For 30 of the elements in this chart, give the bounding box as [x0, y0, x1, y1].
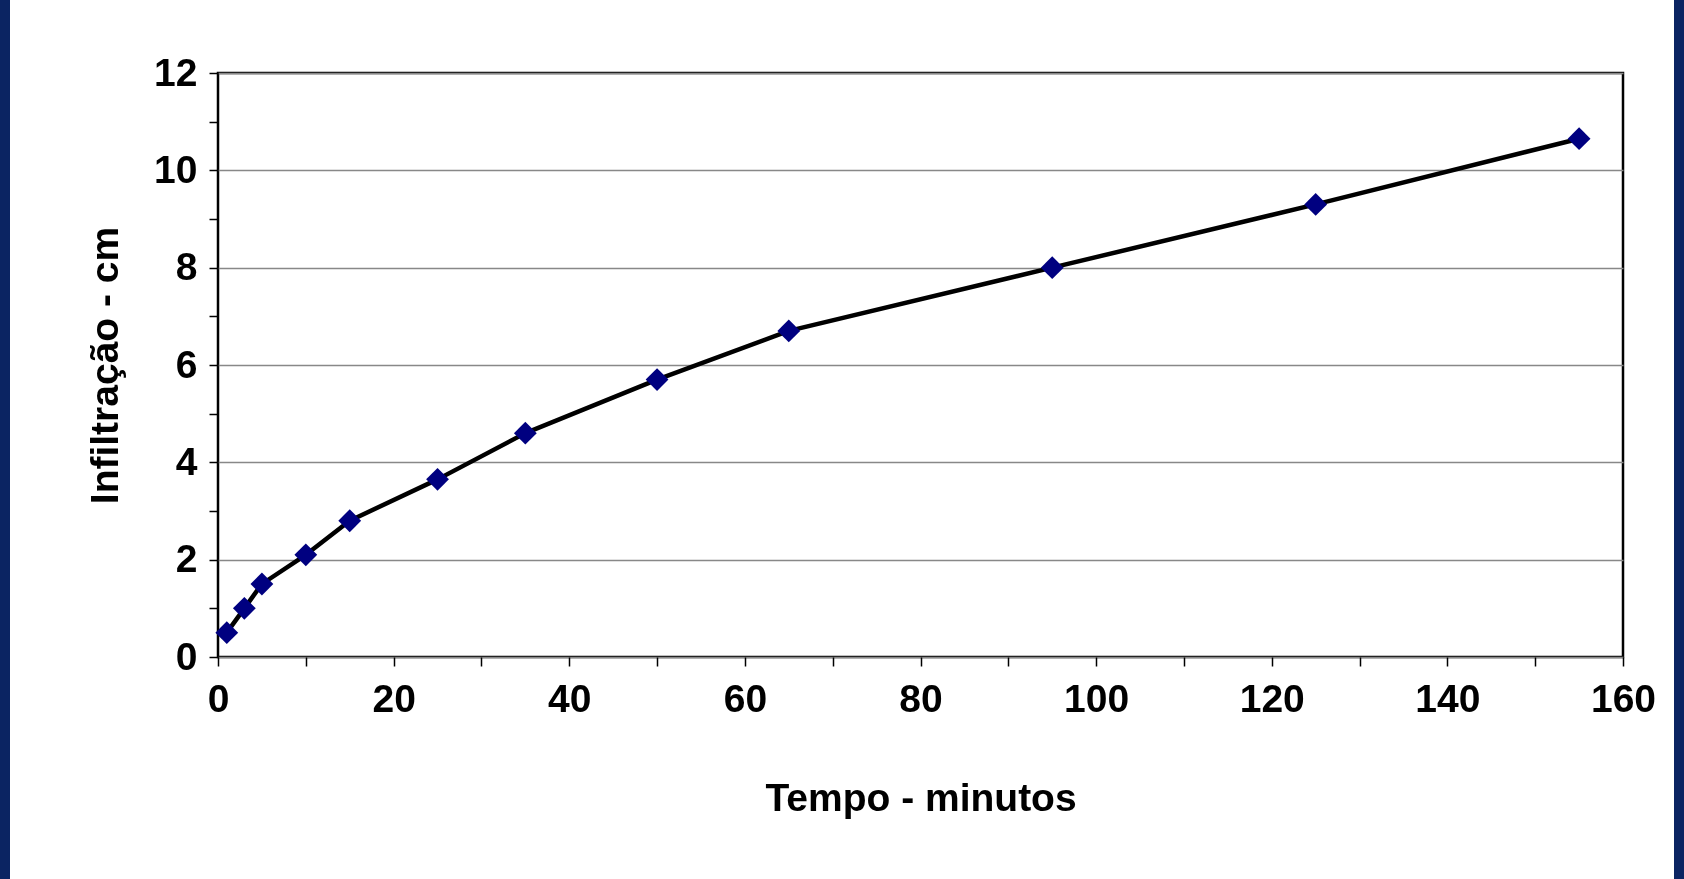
- x-tick-label: 40: [548, 676, 592, 720]
- point: [338, 509, 362, 533]
- point: [294, 543, 318, 567]
- x-tick-label: 160: [1590, 676, 1657, 720]
- y-tick-label: 2: [175, 537, 198, 581]
- x-tick-label: 0: [207, 676, 230, 720]
- point: [777, 319, 801, 343]
- point: [426, 467, 449, 491]
- x-tick-label: 80: [899, 676, 943, 720]
- y-tick-label: 12: [154, 50, 198, 94]
- x-tick-label: 60: [723, 676, 768, 720]
- y-tick-label: 0: [175, 634, 198, 678]
- point: [215, 621, 239, 645]
- point: [1304, 193, 1328, 216]
- point: [1040, 256, 1064, 280]
- x-axis-title: Tempo - minutos: [765, 775, 1077, 819]
- y-tick-label: 10: [154, 147, 198, 191]
- y-tick-label: 8: [175, 245, 198, 289]
- y-axis-title: Infiltração - cm: [83, 226, 127, 505]
- x-tick-label: 140: [1415, 676, 1481, 720]
- y-tick-label: 6: [175, 342, 198, 386]
- point: [513, 421, 537, 445]
- x-tick-label: 100: [1064, 676, 1130, 720]
- x-tick-label: 20: [372, 676, 416, 720]
- point: [250, 572, 274, 596]
- x-tick-label: 120: [1239, 676, 1305, 720]
- point: [232, 596, 256, 620]
- point: [645, 368, 669, 391]
- point: [1567, 127, 1591, 151]
- y-tick-label: 4: [175, 439, 198, 483]
